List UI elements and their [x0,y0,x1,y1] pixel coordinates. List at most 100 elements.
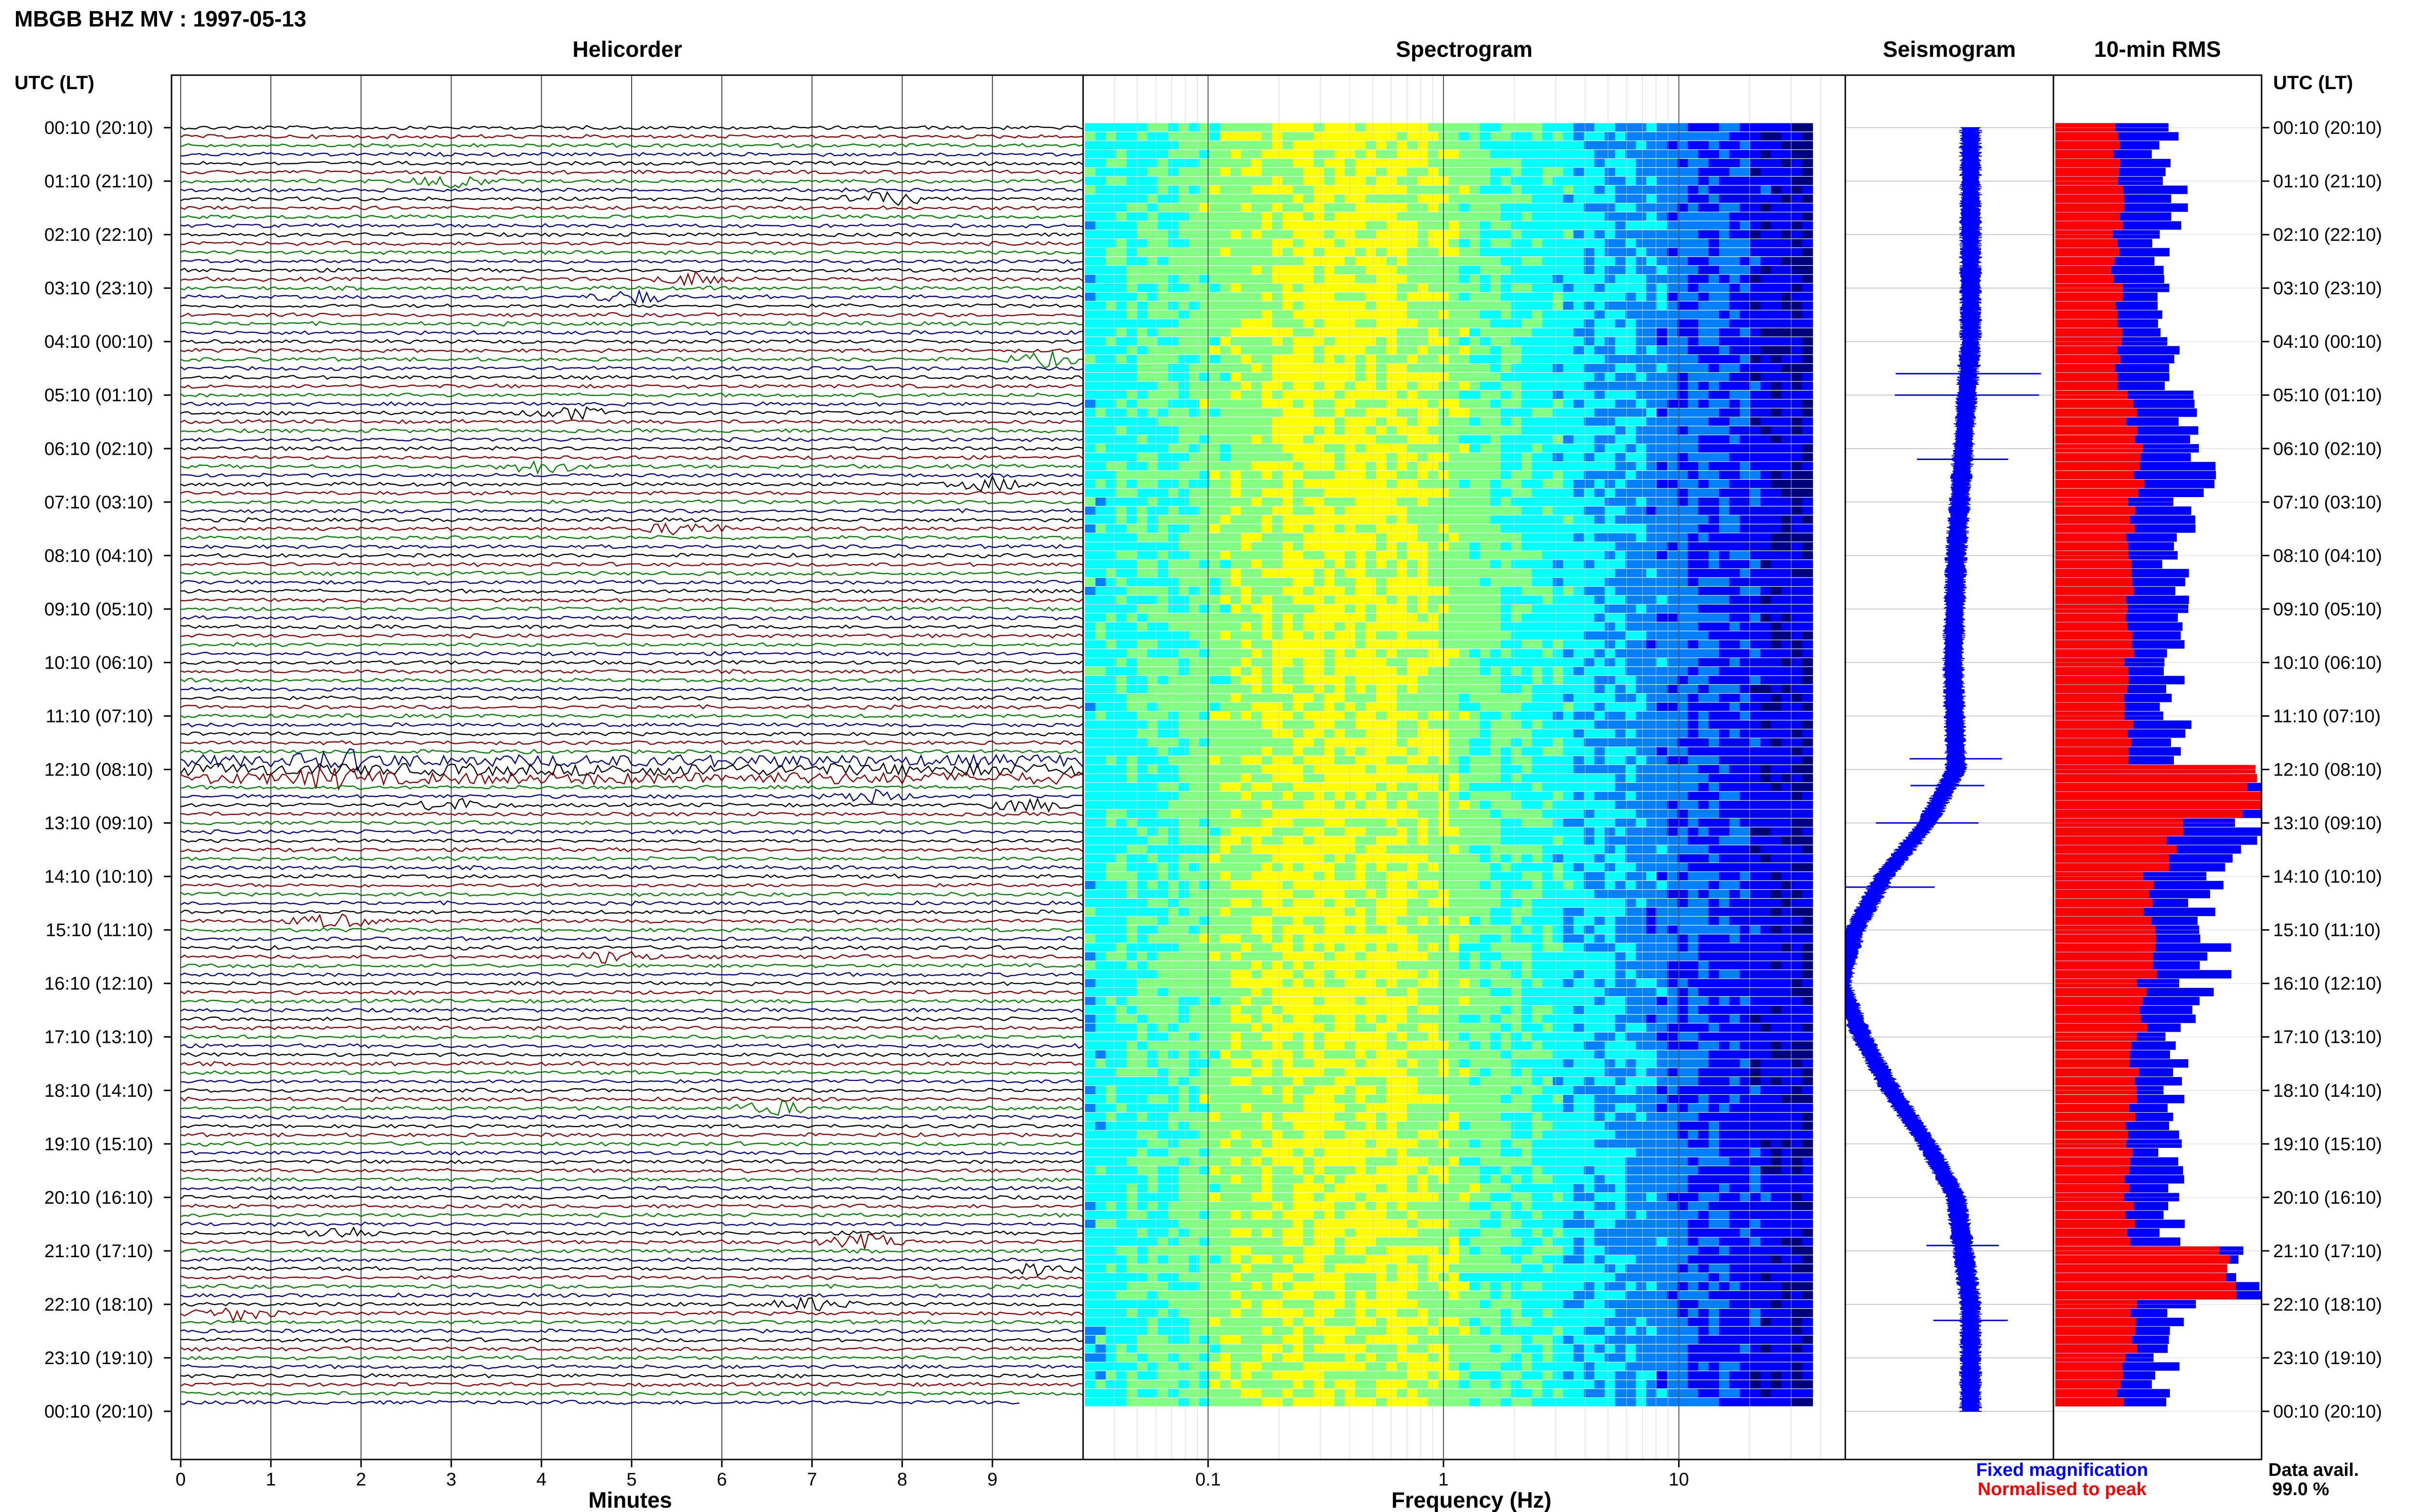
time-label-right: 18:10 (14:10) [2273,1081,2382,1101]
spectrogram-row [1085,462,1813,471]
spectrogram-row [1085,1353,1813,1362]
rms-bar-normalised [2055,1220,2135,1228]
helicorder-trace [180,270,1083,287]
helicorder-trace [180,1168,1083,1173]
helicorder-trace [180,151,1083,157]
helicorder-trace [180,731,1083,737]
helicorder-trace [180,677,1083,683]
rms-bar-normalised [2055,1282,2236,1291]
spectrogram-row [1085,498,1813,506]
helicorder-trace [180,659,1083,666]
helicorder-trace [180,951,1083,964]
helicorder-trace [180,1226,1083,1238]
rms-bar-normalised [2055,560,2132,569]
time-label-right: 09:10 (05:10) [2273,599,2382,619]
rms-bar-normalised [2055,194,2124,203]
helicorder-trace [180,446,1083,452]
spectrogram-row [1085,809,1813,818]
spectrogram-row [1085,791,1813,801]
helicorder-trace [180,571,1083,577]
helicorder-trace [180,624,1083,630]
rms-bar-normalised [2055,640,2132,649]
spectrogram-row [1085,1005,1813,1014]
rms-bar-normalised [2055,684,2128,694]
helicorder-trace [180,1096,1083,1103]
spectrogram-row [1085,248,1813,257]
rms-bar-normalised [2055,1104,2129,1112]
helicorder-trace [180,1123,1083,1129]
helicorder-trace [180,686,1083,692]
helicorder-trace [180,873,1083,879]
rms-bar-normalised [2055,265,2111,275]
rms-bar-normalised [2055,961,2153,970]
helicorder-trace [180,250,1083,255]
helicorder-trace [180,419,1083,425]
helicorder-trace [180,1373,1083,1379]
frequency-tick-label: 1 [1438,1470,1448,1490]
spectrogram-row [1085,1023,1813,1032]
rms-bar-normalised [2055,1228,2127,1237]
rms-bar-normalised [2055,364,2116,372]
spectrogram-row [1085,684,1813,693]
helicorder-trace [180,1381,1083,1388]
time-label-right: 03:10 (23:10) [2273,278,2382,299]
helicorder-trace [180,1275,1083,1280]
utc-label-left: UTC (LT) [14,72,94,93]
helicorder-trace [180,1114,1083,1120]
helicorder-trace [180,214,1083,220]
helicorder-trace [180,1087,1083,1093]
helicorder-trace [180,437,1083,443]
spectrogram-row [1085,408,1813,417]
helicorder-trace [180,1185,1083,1191]
time-label-left: 06:10 (02:10) [44,439,153,459]
spectrogram-row [1085,1050,1813,1059]
helicorder-trace [180,1346,1083,1352]
rms-bar-normalised [2055,372,2118,381]
rms-bar-normalised [2055,292,2123,301]
time-label-left: 02:10 (22:10) [44,225,153,245]
helicorder-trace [180,1257,1083,1262]
helicorder-trace [180,1150,1083,1156]
helicorder-trace [180,205,1083,211]
rms-bar-normalised [2055,569,2132,578]
rms-bar-normalised [2055,720,2133,729]
rms-bar-normalised [2055,729,2128,738]
spectrogram-row [1085,391,1813,399]
spectrogram-row [1085,194,1813,203]
helicorder-trace [180,704,1083,710]
spectrogram-row [1085,1309,1813,1317]
spectrogram-row [1085,132,1813,141]
spectrogram-row [1085,987,1813,997]
helicorder-trace [180,748,1083,772]
rms-bar-normalised [2055,248,2120,257]
rms-bar-normalised [2055,221,2123,230]
rms-bar-normalised [2055,1380,2121,1389]
spectrogram-row [1085,1273,1813,1282]
spectrogram-row [1085,979,1813,987]
spectrogram-row [1085,212,1813,221]
helicorder-trace [180,366,1083,371]
time-label-left: 01:10 (21:10) [44,171,153,192]
helicorder-trace [180,980,1083,986]
rms-bar-normalised [2055,542,2129,551]
helicorder-trace [180,972,1083,977]
rms-bar-normalised [2055,399,2134,408]
rms-bar-normalised [2055,613,2126,622]
helicorder-trace [180,766,1083,791]
helicorder-trace [180,1355,1083,1361]
time-label-left: 07:10 (03:10) [44,492,153,513]
rms-bar-normalised [2055,1121,2126,1130]
spectrogram-row [1085,765,1813,774]
spectrogram-row [1085,818,1813,827]
spectrogram-row [1085,1371,1813,1380]
rms-bar-normalised [2055,168,2119,176]
helicorder-trace [180,1292,1083,1298]
helicorder-trace [180,588,1083,594]
spectrogram-row [1085,1041,1813,1050]
rms-bar-normalised [2055,1202,2134,1210]
spectrogram-row [1085,1121,1813,1130]
spectrogram-row [1085,1237,1813,1246]
spectrogram-row [1085,158,1813,168]
spectrogram-row [1085,1335,1813,1344]
